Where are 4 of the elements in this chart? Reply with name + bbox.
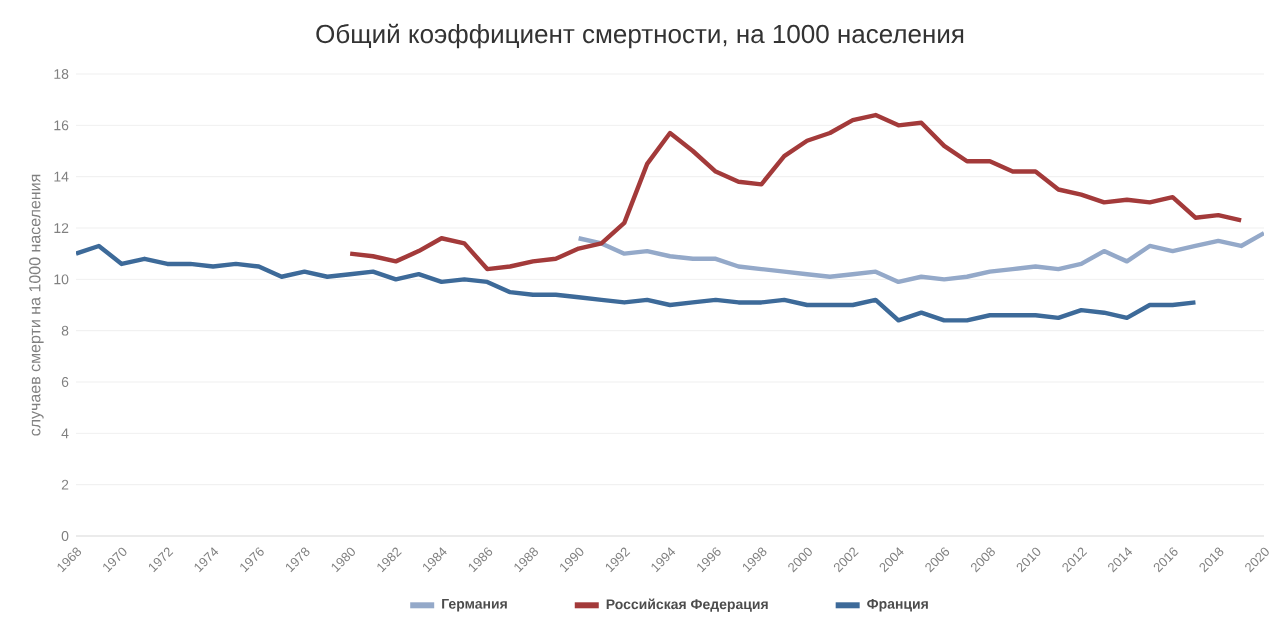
line-series: [576, 230, 1264, 285]
chart-title: Общий коэффициент смертности, на 1000 населения: [316, 23, 964, 49]
line-series: [347, 112, 1244, 272]
y-axis-title: случаев смерти на 1000 населения: [29, 174, 44, 436]
